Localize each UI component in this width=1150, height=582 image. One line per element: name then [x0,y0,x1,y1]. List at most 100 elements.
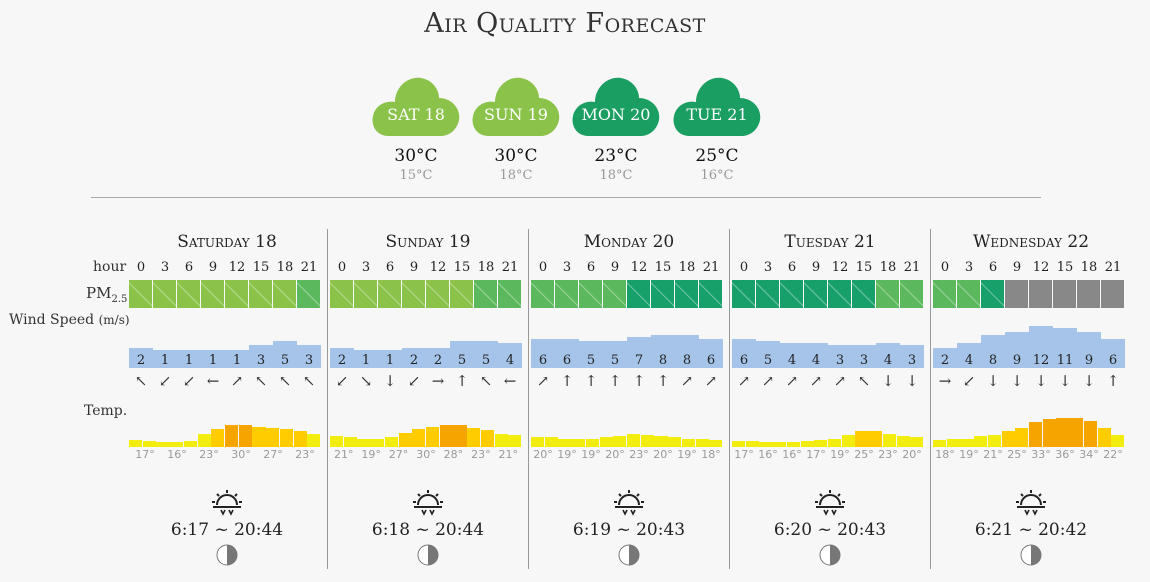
pm25-cell[interactable] [153,280,176,308]
wind-bar [153,350,177,368]
temp-label: 19° [959,448,979,461]
temp-bar [225,425,239,447]
wind-speed-value: 5 [763,353,773,368]
wind-speed-value: 5 [280,353,290,368]
pm25-cell[interactable] [225,280,248,308]
pm25-cell[interactable] [201,280,224,308]
temp-label: 30° [231,448,251,461]
temp-label: 21° [983,448,1003,461]
wind-bar [474,341,498,368]
pm25-cell[interactable] [852,280,875,308]
pm25-cell[interactable] [297,280,320,308]
pm25-cell[interactable] [531,280,554,308]
temp-bar [558,439,572,447]
hour-row: 0 3 6 9 12 15 18 21 [129,260,325,276]
wind-speed-value: 3 [907,353,917,368]
cloud-badge-2: MON 20 [571,72,661,142]
pm25-cell[interactable] [780,280,803,308]
wind-speed-value: 2 [337,353,347,368]
pm25-cell[interactable] [555,280,578,308]
pm25-cell[interactable] [1005,280,1028,308]
pm25-cell[interactable] [273,280,296,308]
temp-label: 16° [782,448,802,461]
hour-label: 0 [538,260,548,275]
pm25-cell[interactable] [756,280,779,308]
day-heading: Wednesday 22 [972,232,1090,252]
pm25-cell[interactable] [828,280,851,308]
wind-bar [627,337,651,368]
temp-label: 21° [498,448,519,461]
pm25-cell[interactable] [627,280,650,308]
day-divider [930,229,931,569]
temp-row-label: Temp. [84,403,128,419]
wind-bar [273,341,297,368]
cloud-icon [472,77,560,136]
temp-label: 28° [443,448,464,461]
pm25-cell[interactable] [474,280,497,308]
pm25-cell[interactable] [498,280,521,308]
pm25-cell[interactable] [900,280,923,308]
wind-speed-value: 5 [481,353,491,368]
pm25-cell[interactable] [129,280,152,308]
hour-label: 6 [184,260,194,275]
temp-bar [1056,418,1070,447]
temp-label: 19° [830,448,850,461]
wind-speed-value: 1 [232,353,242,368]
pm25-cell[interactable] [957,280,980,308]
pm25-cell[interactable] [933,280,956,308]
cloud-icon [572,77,660,136]
temp-bar [129,440,143,447]
pm25-cell[interactable] [603,280,626,308]
pm25-cell[interactable] [579,280,602,308]
pm-sub: 2.5 [111,294,128,305]
temp-bar [814,440,828,447]
wind-direction-icon: ↙ [335,372,349,390]
wind-direction-icon: ↑ [656,372,670,390]
day-column: Sunday 19 0 3 6 9 12 15 18 21 2 1 1 2 2 5 5 4 ↙ ↘ ↓ ↙ → ↑ ↖ ← 21°… [330,228,526,582]
temp-bar [599,437,613,447]
hour-label: 15 [453,260,471,275]
pm25-cell[interactable] [981,280,1004,308]
pm25-cell[interactable] [450,280,473,308]
pm25-cell[interactable] [402,280,425,308]
hour-label: 3 [763,260,773,275]
hour-label: 12 [630,260,648,275]
hour-label: 6 [586,260,596,275]
hour-row: 0 3 6 9 12 15 18 21 [732,260,928,276]
temp-bar [800,441,814,447]
pm25-cell[interactable] [1029,280,1052,308]
temp-bar [1097,428,1111,447]
pm25-cell[interactable] [330,280,353,308]
wind-direction-icon: ↗ [737,372,751,390]
temp-bar [211,429,225,447]
temp-label: 18° [935,448,955,461]
pm25-cell[interactable] [1101,280,1124,308]
pm25-cell[interactable] [1077,280,1100,308]
temp-bar [183,441,197,447]
pm25-cell[interactable] [804,280,827,308]
sunrise-sunset-icon [1016,490,1046,516]
day-divider [528,229,529,569]
pm25-cell[interactable] [426,280,449,308]
pm25-cell[interactable] [651,280,674,308]
pm25-cell[interactable] [177,280,200,308]
wind-speed-value: 8 [658,353,668,368]
hour-label: 0 [739,260,749,275]
moon-phase-icon [618,544,640,566]
pm25-cell[interactable] [354,280,377,308]
pm25-cell[interactable] [876,280,899,308]
pm25-cell[interactable] [249,280,272,308]
pm25-cell[interactable] [699,280,722,308]
pm25-cell[interactable] [732,280,755,308]
cloud-icon [372,77,460,136]
wind-speed-value: 5 [586,353,596,368]
cloud-badge-3: TUE 21 [672,72,762,142]
temp-label: 20° [653,448,673,461]
pm25-cell[interactable] [378,280,401,308]
wind-direction-icon: ↖ [302,372,316,390]
pm25-cell[interactable] [675,280,698,308]
pm25-cell[interactable] [1053,280,1076,308]
hour-label: 3 [562,260,572,275]
wind-direction-icon: ↗ [785,372,799,390]
cloud-badge-0: SAT 18 [371,72,461,142]
